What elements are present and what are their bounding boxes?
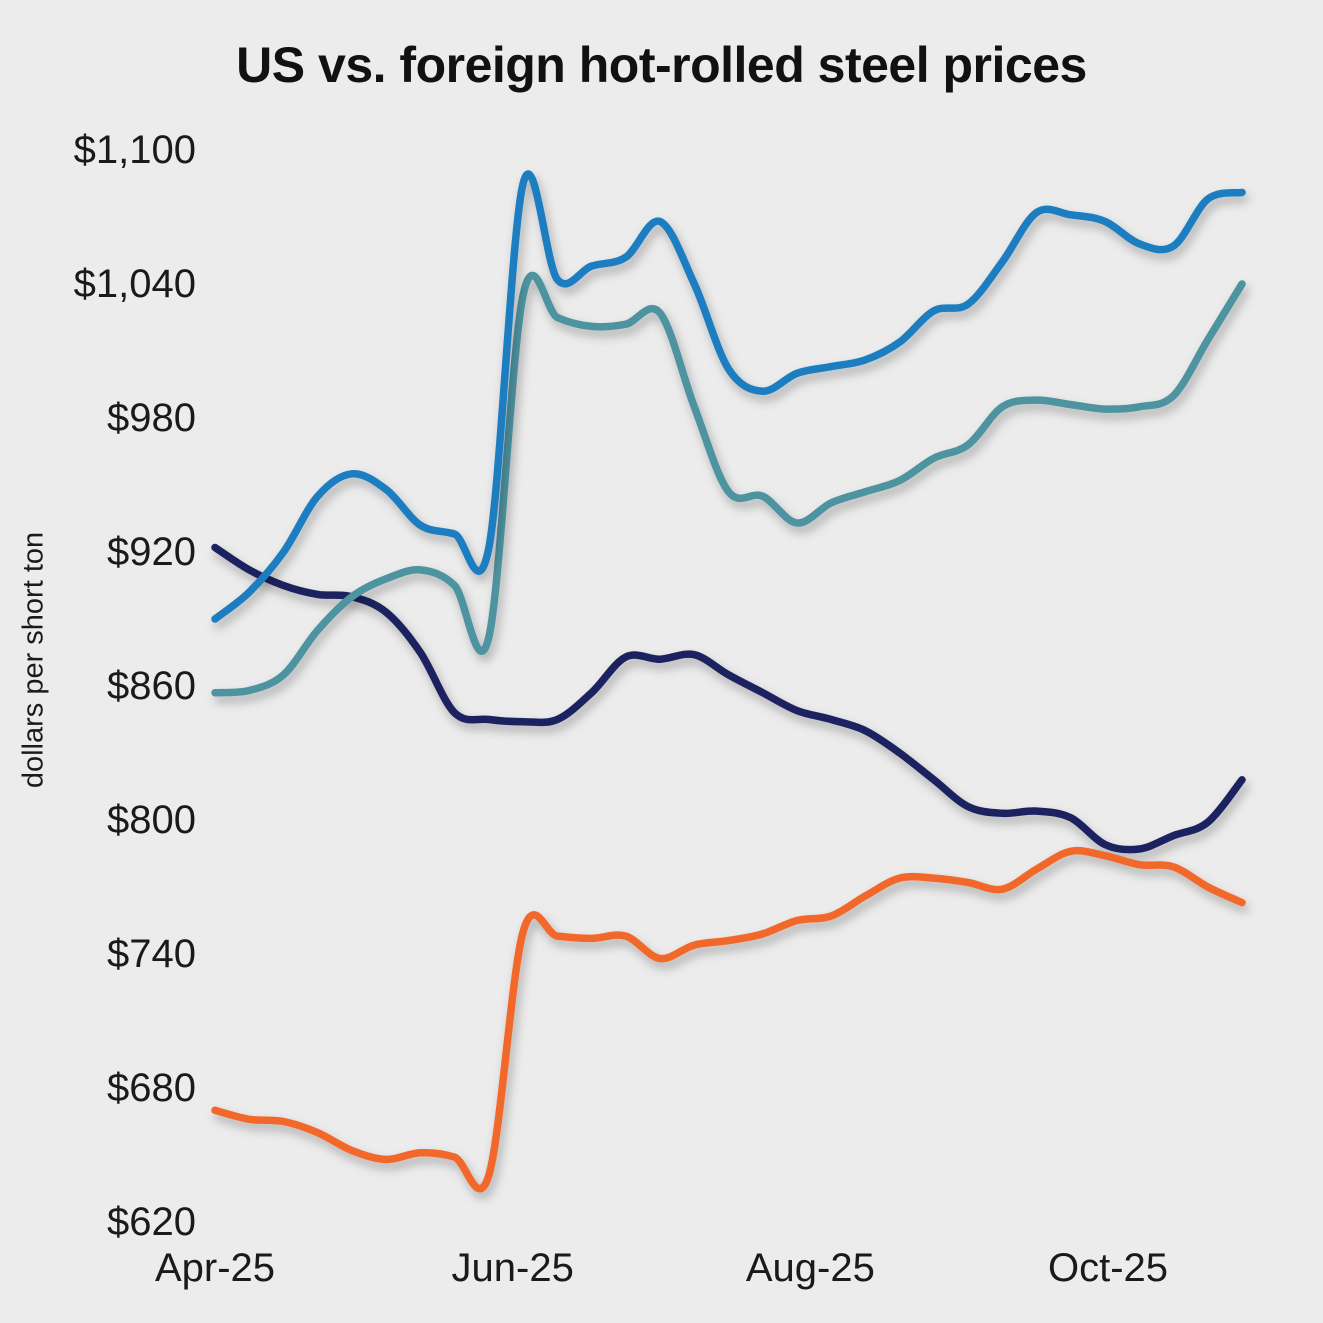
x-tick-label: Oct-25 (1048, 1246, 1169, 1290)
y-tick-label: $800 (107, 798, 196, 842)
y-tick-label: $620 (107, 1200, 196, 1244)
y-tick-label: $920 (107, 530, 196, 574)
x-tick-label: Apr-25 (154, 1246, 276, 1290)
chart-title: US vs. foreign hot-rolled steel prices (236, 37, 1087, 93)
line-blue (211, 170, 1246, 623)
line-orange (211, 846, 1246, 1193)
x-tick-label: Aug-25 (745, 1246, 875, 1290)
line-teal (211, 271, 1246, 697)
y-tick-label: $740 (107, 932, 196, 976)
y-tick-label: $1,040 (73, 262, 196, 306)
y-tick-label: $680 (107, 1066, 196, 1110)
y-tick-label: $1,100 (73, 128, 196, 172)
series-lines (211, 170, 1246, 1193)
x-tick-label: Jun-25 (451, 1246, 574, 1290)
y-tick-label: $860 (107, 664, 196, 708)
line-navy (211, 543, 1246, 854)
y-tick-label: $980 (107, 396, 196, 440)
